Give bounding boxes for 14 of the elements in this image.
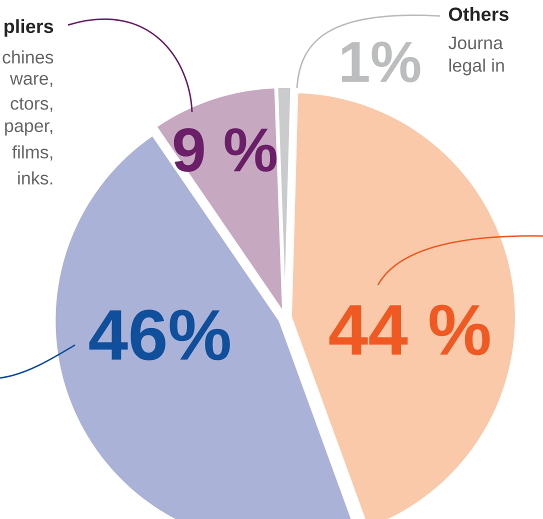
data-label: 44 % bbox=[329, 304, 490, 356]
slice-label: pliers bbox=[4, 19, 54, 37]
text: ctors, bbox=[10, 98, 52, 112]
text: paper, bbox=[5, 122, 52, 136]
data-label: 46% bbox=[89, 310, 230, 360]
text: films, bbox=[12, 145, 52, 161]
text: legal in bbox=[449, 58, 504, 76]
text: inks. bbox=[18, 171, 52, 185]
slice-label: Others bbox=[448, 7, 508, 21]
text: chines bbox=[2, 50, 54, 64]
text: ware, bbox=[10, 75, 52, 87]
text: Journa bbox=[448, 36, 504, 50]
data-label: 9 % bbox=[174, 128, 277, 172]
data-label: 1% bbox=[342, 42, 420, 82]
